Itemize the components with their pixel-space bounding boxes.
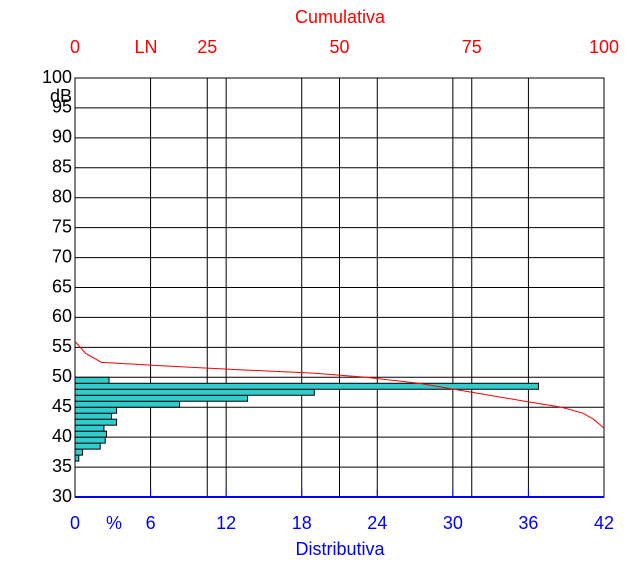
x2-tick-label: 100 — [589, 37, 619, 57]
x2-tick-label: 50 — [329, 37, 349, 57]
y-unit: dB — [50, 86, 72, 106]
bar — [74, 418, 118, 426]
x2-unit: LN — [134, 37, 157, 57]
x2-tick-label: 25 — [197, 37, 217, 57]
y-tick-label: 90 — [52, 127, 72, 147]
y-tick-label: 70 — [52, 246, 72, 266]
x-axis-label: Distributiva — [295, 539, 385, 559]
y-tick-label: 45 — [52, 396, 72, 416]
bar — [74, 376, 110, 384]
y-tick-label: 30 — [52, 486, 72, 506]
x-tick-label: 18 — [292, 513, 312, 533]
bar — [74, 394, 249, 402]
bar — [74, 400, 181, 408]
y-tick-label: 55 — [52, 336, 72, 356]
bar — [74, 424, 105, 432]
x-unit: % — [106, 513, 122, 533]
y-tick-label: 35 — [52, 456, 72, 476]
bar — [74, 388, 315, 396]
cumulative-line — [74, 341, 605, 429]
bar — [74, 382, 540, 390]
bar — [74, 454, 80, 462]
y-tick-label: 65 — [52, 276, 72, 296]
y-tick-label: 75 — [52, 216, 72, 236]
bar — [74, 436, 106, 444]
bar — [74, 412, 113, 420]
bar — [74, 448, 84, 456]
x2-tick-label: 75 — [462, 37, 482, 57]
y-tick-label: 40 — [52, 426, 72, 446]
y-tick-label: 85 — [52, 157, 72, 177]
x-tick-label: 0 — [70, 513, 80, 533]
y-tick-label: 80 — [52, 186, 72, 206]
x2-tick-label: 0 — [70, 37, 80, 57]
y-tick-label: 100 — [42, 67, 72, 87]
y-tick-label: 50 — [52, 366, 72, 386]
x-tick-label: 36 — [518, 513, 538, 533]
x-tick-label: 6 — [146, 513, 156, 533]
x-tick-label: 42 — [594, 513, 614, 533]
x-tick-label: 12 — [216, 513, 236, 533]
y-tick-label: 95 — [52, 97, 72, 117]
bar — [74, 442, 101, 450]
x-tick-label: 30 — [443, 513, 463, 533]
y-tick-label: 60 — [52, 306, 72, 326]
bar — [74, 406, 118, 414]
x-tick-label: 24 — [367, 513, 387, 533]
bar — [74, 430, 107, 438]
chart-title: Cumulativa — [295, 7, 386, 27]
